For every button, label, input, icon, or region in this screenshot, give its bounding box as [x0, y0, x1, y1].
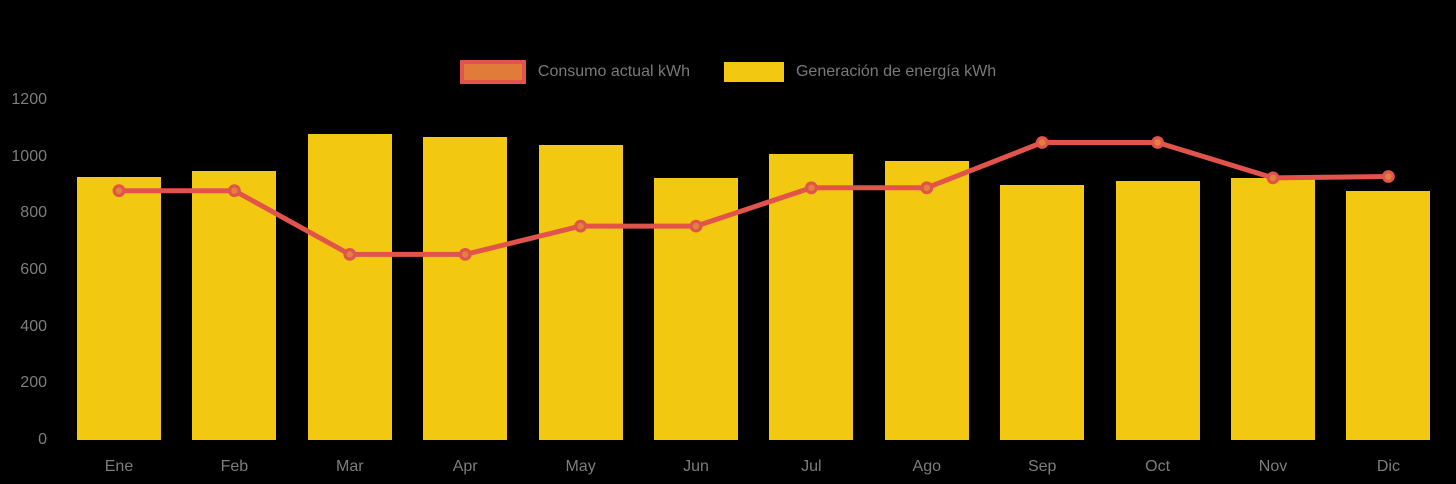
point-apr[interactable]	[458, 247, 472, 261]
legend-label-consumo: Consumo actual kWh	[537, 63, 690, 80]
legend-swatch-consumo	[459, 60, 526, 84]
point-jun[interactable]	[689, 219, 703, 233]
bar-nov[interactable]	[1231, 177, 1315, 440]
bar-feb[interactable]	[192, 170, 277, 440]
legend-item-consumo[interactable]: Consumo actual kWh	[459, 60, 690, 84]
x-tick-label-apr: Apr	[452, 458, 478, 475]
bar-ene[interactable]	[77, 176, 161, 440]
x-tick-label-mar: Mar	[336, 458, 364, 475]
bar-dic[interactable]	[1346, 190, 1431, 440]
chart-legend: Consumo actual kWh Generación de energía…	[0, 60, 1456, 84]
y-tick-label: 1200	[11, 91, 47, 108]
legend-swatch-generacion	[723, 62, 784, 82]
point-mar[interactable]	[343, 247, 357, 261]
bar-may[interactable]	[538, 145, 623, 440]
point-sep[interactable]	[1035, 136, 1049, 149]
x-tick-label-jul: Jul	[801, 458, 822, 475]
point-oct[interactable]	[1151, 136, 1164, 149]
y-tick-label: 600	[20, 261, 47, 278]
point-ago[interactable]	[920, 181, 934, 195]
point-ene[interactable]	[112, 184, 126, 198]
bar-apr[interactable]	[423, 136, 508, 440]
point-dic[interactable]	[1381, 170, 1395, 183]
y-tick-label: 800	[20, 204, 47, 222]
x-tick-label-may: May	[565, 458, 596, 475]
x-tick-label-nov: Nov	[1258, 458, 1288, 475]
x-tick-label-sep: Sep	[1027, 458, 1057, 475]
y-tick-label: 400	[20, 317, 47, 335]
bar-sep[interactable]	[1000, 185, 1085, 440]
y-tick-label: 200	[20, 374, 47, 392]
x-tick-label-dic: Dic	[1376, 458, 1400, 475]
legend-item-generacion[interactable]: Generación de energía kWh	[723, 62, 997, 82]
point-feb[interactable]	[227, 184, 241, 198]
point-may[interactable]	[574, 219, 587, 233]
point-jul[interactable]	[805, 181, 818, 195]
x-tick-label-oct: Oct	[1145, 458, 1171, 475]
y-tick-label: 0	[38, 431, 47, 448]
bar-mar[interactable]	[307, 134, 392, 440]
bar-jul[interactable]	[769, 153, 854, 440]
x-tick-label-feb: Feb	[220, 458, 249, 475]
x-tick-label-ene: Ene	[104, 458, 134, 475]
bar-oct[interactable]	[1115, 180, 1200, 440]
x-tick-label-ago: Ago	[912, 458, 942, 475]
x-tick-label-jun: Jun	[683, 458, 709, 475]
bar-jun[interactable]	[654, 177, 738, 440]
bar-ago[interactable]	[884, 160, 969, 440]
y-tick-label: 1000	[11, 147, 47, 165]
legend-label-generacion: Generación de energía kWh	[795, 63, 997, 80]
point-nov[interactable]	[1266, 171, 1280, 185]
